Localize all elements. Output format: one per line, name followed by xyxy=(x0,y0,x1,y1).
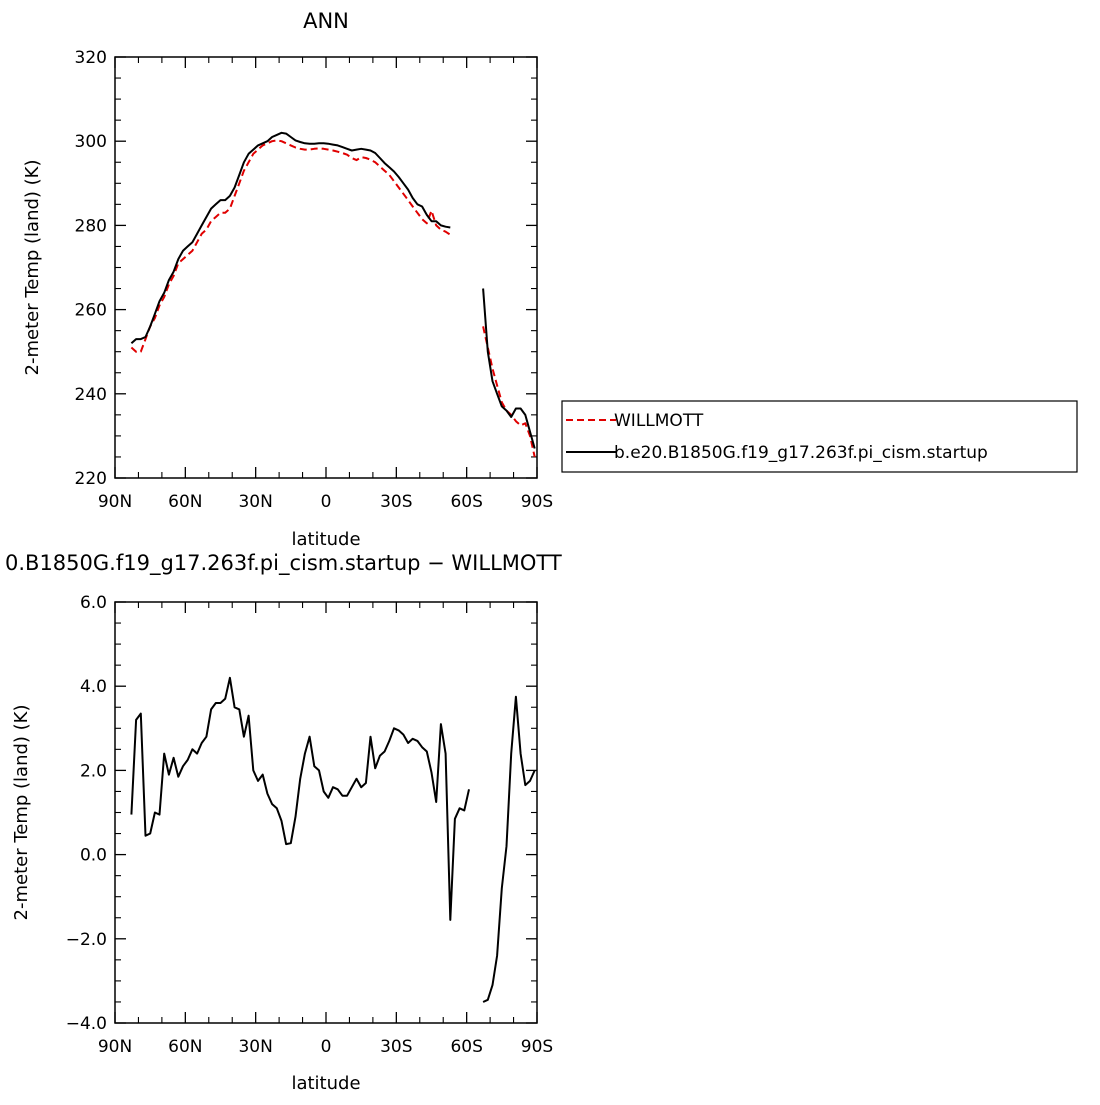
series-0 xyxy=(130,676,536,1003)
y-tick-label: 6.0 xyxy=(80,593,107,613)
series-line xyxy=(130,131,451,345)
chart-title: ANN xyxy=(303,9,349,33)
series-line xyxy=(482,288,536,449)
y-tick-label: 4.0 xyxy=(80,677,107,697)
x-tick-label: 0 xyxy=(321,492,332,512)
x-tick-label: 60S xyxy=(450,1037,482,1057)
y-tick-label: 320 xyxy=(75,48,107,68)
series-line xyxy=(130,676,470,921)
legend-label-willmott: WILLMOTT xyxy=(614,411,704,431)
top-panel: ANN 90N 60N 30N 0 30S 60S 90S 220 240 260 280 300 320… xyxy=(22,9,553,550)
x-tick-label: 60S xyxy=(450,492,482,512)
x-tick-label: 90N xyxy=(98,492,132,512)
x-tick-label: 60N xyxy=(168,1037,202,1057)
series-line xyxy=(130,139,451,353)
x-tick-label: 30N xyxy=(238,492,272,512)
y-tick-label: 300 xyxy=(75,132,107,152)
y-tick-label: 260 xyxy=(75,301,107,321)
x-axis-label: latitude xyxy=(291,529,360,550)
y-axis-label: 2-meter Temp (land) (K) xyxy=(11,705,32,921)
legend-box xyxy=(561,400,1078,473)
plot-frame xyxy=(114,601,538,1024)
series-0 xyxy=(130,139,536,458)
y-tick-label: 240 xyxy=(75,385,107,405)
x-tick-label: 60N xyxy=(168,492,202,512)
series-1 xyxy=(130,131,536,449)
y-tick-label: 280 xyxy=(75,216,107,236)
x-tick-label: 30S xyxy=(380,1037,412,1057)
x-tick-label: 90N xyxy=(98,1037,132,1057)
y-tick-label: 2.0 xyxy=(80,761,107,781)
y-axis-label: 2-meter Temp (land) (K) xyxy=(22,160,43,376)
x-axis-label: latitude xyxy=(291,1073,360,1094)
x-tick-label: 30N xyxy=(238,1037,272,1057)
y-tick-label: 220 xyxy=(75,469,107,489)
series-line xyxy=(482,695,536,1003)
bottom-panel: 0.B1850G.f19_g17.263f.pi_cism.startup − … xyxy=(5,551,562,1094)
y-tick-label: −2.0 xyxy=(66,930,107,950)
series-line xyxy=(482,326,536,458)
x-tick-label: 90S xyxy=(521,492,553,512)
x-tick-label: 0 xyxy=(321,1037,332,1057)
x-tick-label: 90S xyxy=(521,1037,553,1057)
y-tick-label: 0.0 xyxy=(80,846,107,866)
legend: WILLMOTT b.e20.B1850G.f19_g17.263f.pi_ci… xyxy=(561,400,1078,473)
chart-title: 0.B1850G.f19_g17.263f.pi_cism.startup − … xyxy=(5,551,562,576)
y-tick-label: −4.0 xyxy=(66,1014,107,1034)
plot-frame xyxy=(114,56,538,479)
x-tick-label: 30S xyxy=(380,492,412,512)
legend-label-model: b.e20.B1850G.f19_g17.263f.pi_cism.startu… xyxy=(614,443,988,463)
